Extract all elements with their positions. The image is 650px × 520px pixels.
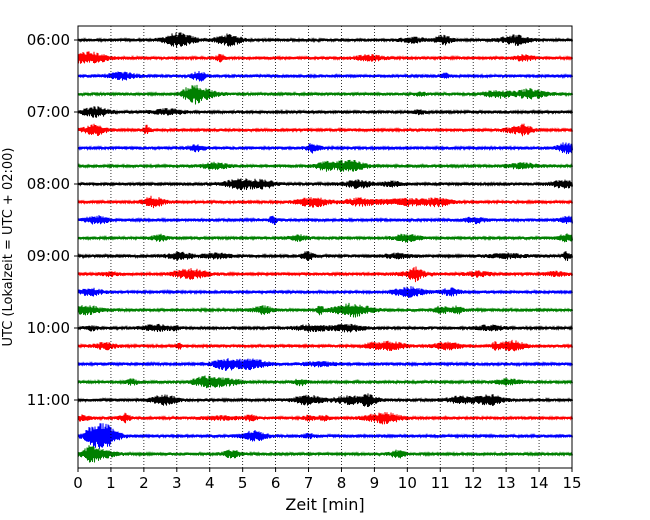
y-tick-label-07:00: 07:00 — [27, 103, 70, 121]
trace-row-5 — [77, 123, 573, 137]
trace-row-22 — [77, 423, 573, 449]
trace-row-15 — [77, 302, 573, 318]
y-tick-label-06:00: 06:00 — [27, 31, 70, 49]
x-tick-label-5: 5 — [238, 474, 248, 492]
x-tick-label-15: 15 — [562, 474, 581, 492]
trace-row-0 — [77, 32, 573, 48]
trace-row-1 — [77, 51, 573, 64]
x-tick-label-1: 1 — [106, 474, 116, 492]
trace-row-21 — [77, 411, 573, 425]
trace-row-14 — [77, 286, 573, 298]
trace-row-11 — [77, 233, 573, 243]
trace-row-3 — [77, 84, 573, 105]
trace-row-19 — [77, 375, 573, 389]
x-tick-label-6: 6 — [271, 474, 281, 492]
trace-row-9 — [77, 195, 573, 209]
trace-row-6 — [77, 142, 573, 155]
trace-row-7 — [77, 159, 573, 172]
trace-row-12 — [77, 250, 573, 262]
y-tick-label-10:00: 10:00 — [27, 319, 70, 337]
trace-row-17 — [77, 339, 573, 352]
x-tick-label-0: 0 — [73, 474, 83, 492]
x-tick-label-4: 4 — [205, 474, 215, 492]
trace-row-23 — [77, 445, 573, 463]
x-axis-ticks: 0 1 2 3 4 5 6 7 8 9 10 11 12 13 14 15 — [73, 468, 582, 492]
x-tick-label-7: 7 — [304, 474, 314, 492]
y-axis-ticks: 06:00 07:00 08:00 09:00 10:00 11:00 — [27, 31, 78, 409]
trace-row-8 — [77, 178, 573, 191]
trace-row-10 — [77, 215, 573, 226]
x-tick-label-13: 13 — [497, 474, 516, 492]
x-tick-label-9: 9 — [370, 474, 380, 492]
x-tick-label-2: 2 — [139, 474, 149, 492]
y-tick-label-11:00: 11:00 — [27, 391, 70, 409]
trace-row-2 — [77, 71, 573, 82]
trace-row-4 — [77, 106, 573, 118]
trace-row-13 — [77, 266, 573, 283]
trace-row-18 — [77, 358, 573, 371]
trace-row-16 — [77, 323, 573, 333]
y-axis-title: UTC (Lokalzeit = UTC + 02:00) — [1, 148, 16, 347]
seismic-traces — [77, 32, 573, 463]
x-tick-label-11: 11 — [431, 474, 450, 492]
x-tick-label-8: 8 — [337, 474, 347, 492]
y-tick-label-08:00: 08:00 — [27, 175, 70, 193]
x-tick-label-3: 3 — [172, 474, 182, 492]
trace-row-20 — [77, 393, 573, 407]
x-axis-title: Zeit [min] — [285, 495, 364, 514]
x-tick-label-10: 10 — [398, 474, 417, 492]
x-tick-label-14: 14 — [530, 474, 549, 492]
y-tick-label-09:00: 09:00 — [27, 247, 70, 265]
plot-frame — [77, 25, 573, 469]
x-tick-label-12: 12 — [464, 474, 483, 492]
